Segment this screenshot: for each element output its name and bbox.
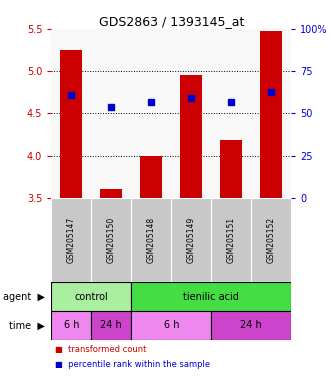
Text: 24 h: 24 h [240, 320, 262, 331]
Text: agent  ▶: agent ▶ [3, 291, 45, 302]
Text: 24 h: 24 h [100, 320, 122, 331]
Text: tienilic acid: tienilic acid [183, 291, 239, 302]
Bar [51, 198, 91, 282]
Text: GSM205152: GSM205152 [267, 217, 276, 263]
Bar [100, 189, 122, 198]
Text: GSM205147: GSM205147 [67, 217, 76, 263]
Bar [260, 31, 282, 198]
Bar [51, 282, 131, 311]
Bar [251, 198, 291, 282]
Bar [140, 156, 162, 198]
Text: GSM205150: GSM205150 [107, 217, 116, 263]
Text: ■  transformed count: ■ transformed count [55, 345, 146, 354]
Bar [211, 311, 291, 340]
Text: GSM205148: GSM205148 [147, 217, 156, 263]
Bar [171, 198, 211, 282]
Text: control: control [74, 291, 108, 302]
Text: ■  percentile rank within the sample: ■ percentile rank within the sample [55, 360, 210, 369]
Bar [180, 75, 202, 198]
Bar [220, 140, 242, 198]
Bar [51, 311, 91, 340]
Bar [60, 50, 82, 198]
Bar [131, 198, 171, 282]
Text: GSM205149: GSM205149 [187, 217, 196, 263]
Text: time  ▶: time ▶ [9, 320, 45, 331]
Text: GSM205151: GSM205151 [227, 217, 236, 263]
Bar [131, 311, 211, 340]
Bar [91, 198, 131, 282]
Bar [131, 282, 291, 311]
Bar [91, 311, 131, 340]
Bar [211, 198, 251, 282]
Title: GDS2863 / 1393145_at: GDS2863 / 1393145_at [99, 15, 244, 28]
Text: 6 h: 6 h [64, 320, 79, 331]
Text: 6 h: 6 h [164, 320, 179, 331]
